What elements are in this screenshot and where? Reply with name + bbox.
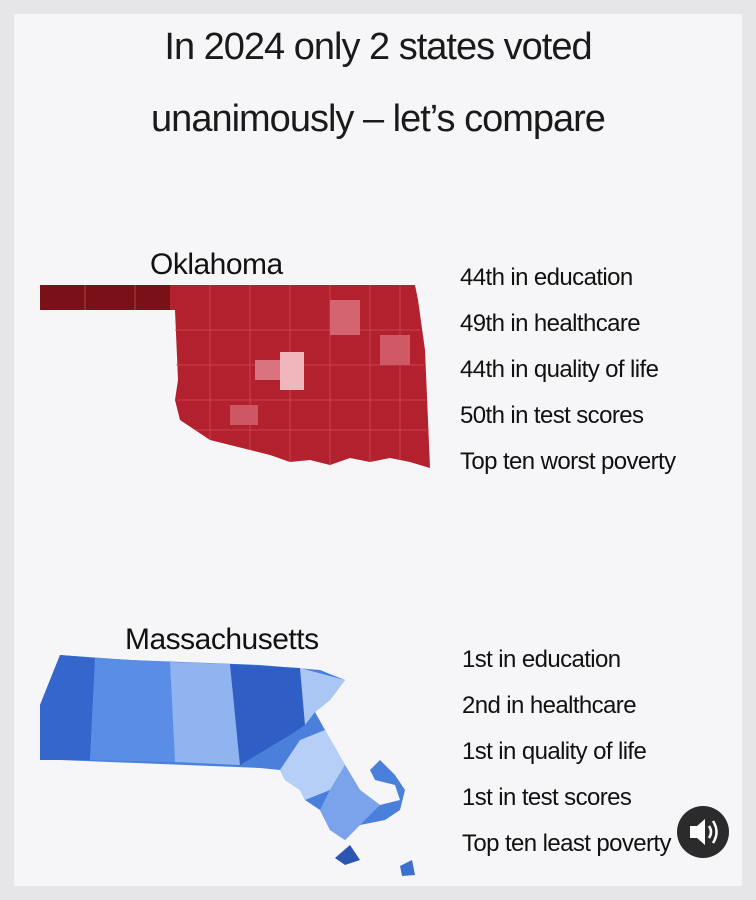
fact: 1st in test scores [462,784,632,811]
fact: Top ten least poverty [462,830,671,857]
fact: Top ten worst poverty [460,448,676,475]
state-name: Oklahoma [150,248,283,281]
massachusetts-map [40,655,415,876]
audio-button[interactable] [677,806,729,858]
title-line: In 2024 only 2 states voted [164,26,592,68]
fact: 1st in education [462,646,621,673]
fact: 49th in healthcare [460,310,641,337]
state-name: Massachusetts [125,623,319,656]
fact: 1st in quality of life [462,738,647,765]
fact: 2nd in healthcare [462,692,637,719]
fact: 50th in test scores [460,402,644,429]
oklahoma-map [40,285,430,468]
title-line: unanimously – let’s compare [151,98,606,140]
fact: 44th in quality of life [460,356,659,383]
fact: 44th in education [460,264,633,291]
